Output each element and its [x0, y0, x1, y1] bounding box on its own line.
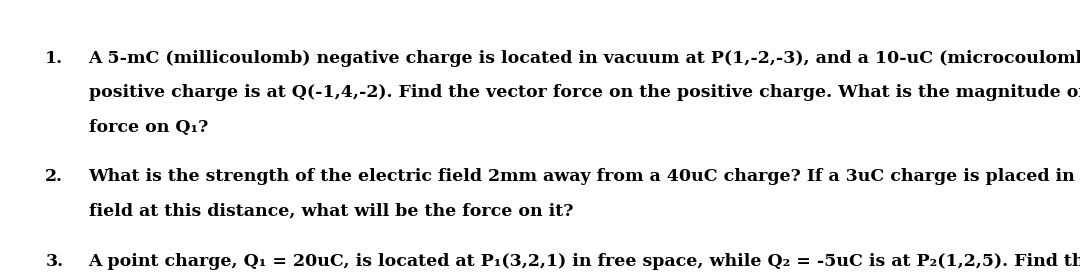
Text: A 5-mC (millicoulomb) negative charge is located in vacuum at P(1,-2,-3), and a : A 5-mC (millicoulomb) negative charge is…	[89, 50, 1080, 67]
Text: What is the strength of the electric field 2mm away from a 40uC charge? If a 3uC: What is the strength of the electric fie…	[89, 168, 1080, 185]
Text: positive charge is at Q(-1,4,-2). Find the vector force on the positive charge. : positive charge is at Q(-1,4,-2). Find t…	[89, 84, 1080, 101]
Text: 3.: 3.	[45, 253, 64, 270]
Text: force on Q₁?: force on Q₁?	[89, 119, 207, 136]
Text: 1.: 1.	[45, 50, 64, 67]
Text: 2.: 2.	[45, 168, 64, 185]
Text: field at this distance, what will be the force on it?: field at this distance, what will be the…	[89, 203, 572, 220]
Text: A point charge, Q₁ = 20uC, is located at P₁(3,2,1) in free space, while Q₂ = -5u: A point charge, Q₁ = 20uC, is located at…	[89, 253, 1080, 270]
